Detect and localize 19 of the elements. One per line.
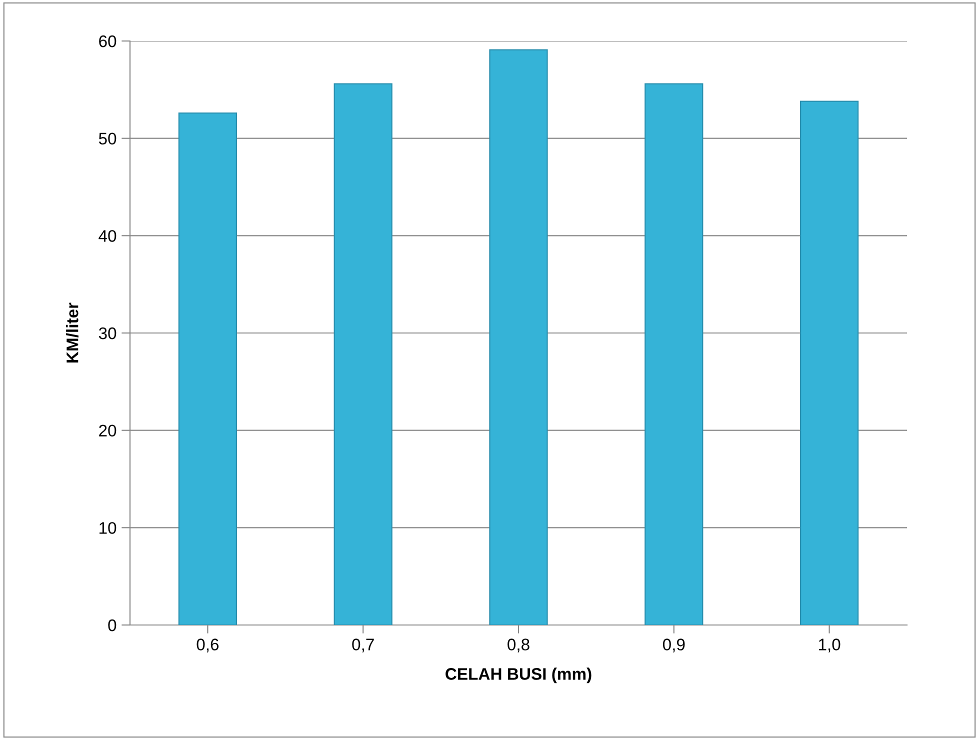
x-tick-label: 0,9: [662, 638, 685, 652]
x-tick-label: 0,8: [508, 638, 530, 652]
y-tick-label: 60: [99, 35, 116, 48]
y-tick-label: 0: [108, 619, 116, 632]
bar: [178, 112, 238, 625]
bar: [644, 83, 704, 625]
x-tick-label: 0,7: [352, 638, 374, 652]
bar: [800, 100, 859, 625]
y-tick-label: 10: [100, 522, 116, 534]
x-axis-title: CELAH BUSI (mm): [446, 668, 592, 684]
x-tick-label: 0,6: [196, 638, 219, 652]
x-tick-label: 1,0: [818, 638, 840, 652]
bar: [334, 83, 392, 625]
y-tick-label: 20: [99, 424, 116, 437]
y-tick-label: 40: [98, 230, 116, 242]
y-tick-label: 50: [98, 132, 116, 145]
y-axis-title: KM/liter: [66, 302, 78, 362]
y-tick-label: 30: [98, 327, 116, 340]
bar: [489, 49, 548, 625]
